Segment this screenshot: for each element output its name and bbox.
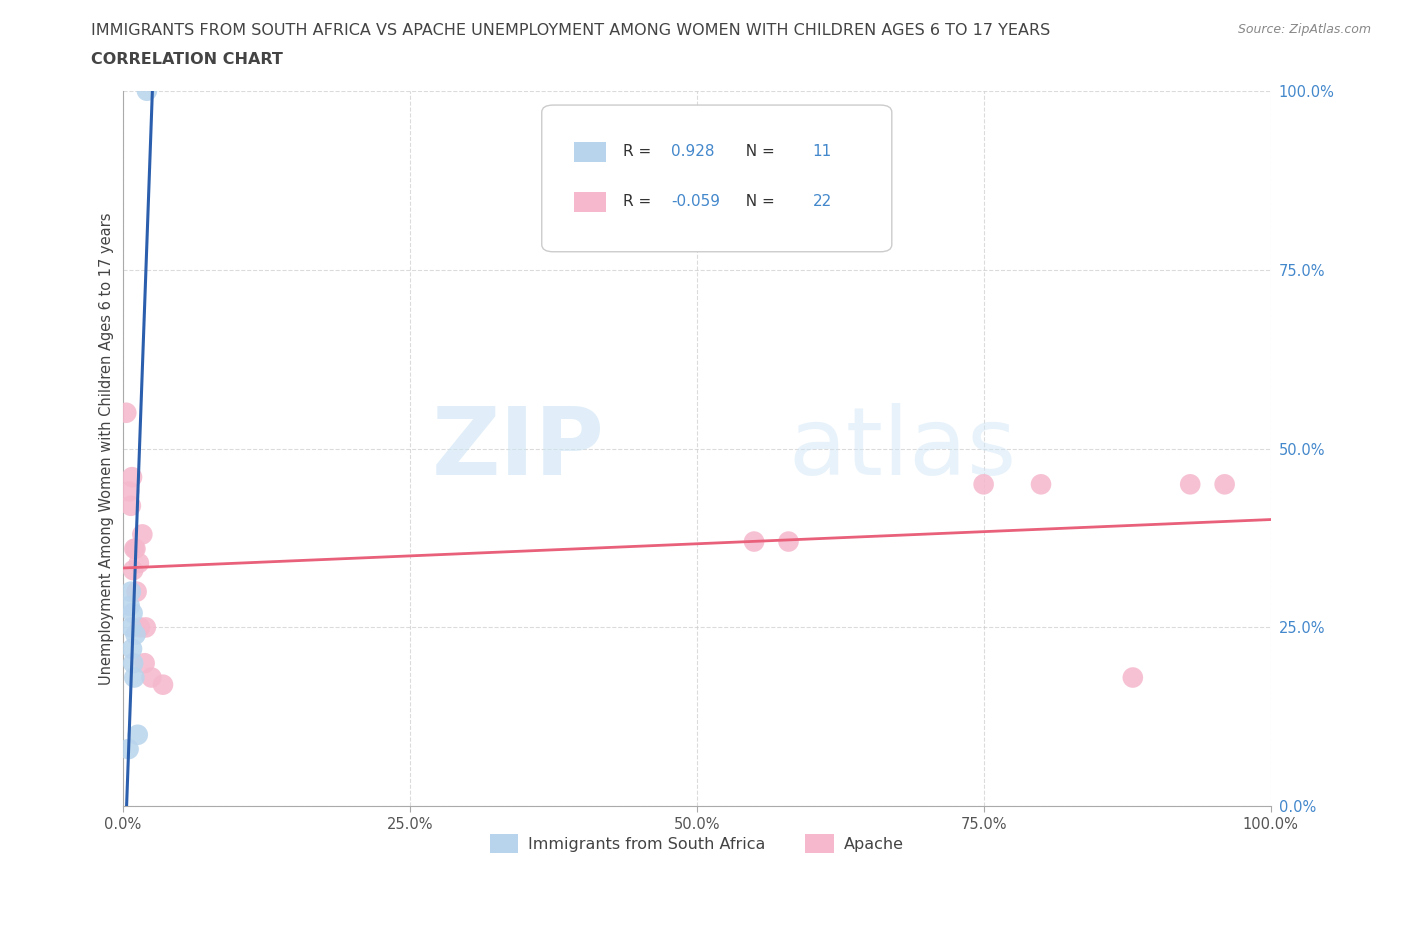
Point — [115, 405, 138, 420]
Point — [124, 671, 146, 685]
Point — [742, 534, 765, 549]
Text: IMMIGRANTS FROM SOUTH AFRICA VS APACHE UNEMPLOYMENT AMONG WOMEN WITH CHILDREN AG: IMMIGRANTS FROM SOUTH AFRICA VS APACHE U… — [91, 23, 1050, 38]
Text: atlas: atlas — [789, 403, 1017, 495]
Point — [134, 656, 156, 671]
Point — [778, 534, 800, 549]
Text: R =: R = — [623, 194, 657, 209]
Text: 11: 11 — [813, 144, 832, 159]
Point — [121, 470, 143, 485]
FancyBboxPatch shape — [541, 105, 891, 252]
Point — [1180, 477, 1202, 492]
Text: 0.928: 0.928 — [672, 144, 714, 159]
Point — [129, 620, 152, 635]
FancyBboxPatch shape — [574, 192, 606, 212]
Point — [117, 741, 139, 756]
Point — [120, 498, 142, 513]
Point — [121, 605, 143, 620]
Point — [120, 584, 142, 599]
Point — [120, 620, 142, 635]
Point — [124, 627, 146, 642]
FancyBboxPatch shape — [574, 141, 606, 162]
Point — [124, 541, 146, 556]
Point — [1122, 671, 1144, 685]
Point — [136, 84, 159, 99]
Text: CORRELATION CHART: CORRELATION CHART — [91, 52, 283, 67]
Point — [121, 642, 143, 657]
Point — [124, 541, 146, 556]
Point — [125, 584, 148, 599]
Point — [1213, 477, 1236, 492]
Text: Source: ZipAtlas.com: Source: ZipAtlas.com — [1237, 23, 1371, 36]
Point — [122, 563, 145, 578]
Point — [118, 484, 141, 498]
Point — [122, 656, 145, 671]
Legend: Immigrants from South Africa, Apache: Immigrants from South Africa, Apache — [484, 828, 910, 859]
Point — [127, 727, 149, 742]
Y-axis label: Unemployment Among Women with Children Ages 6 to 17 years: Unemployment Among Women with Children A… — [100, 212, 114, 684]
Text: ZIP: ZIP — [432, 403, 605, 495]
Point — [152, 677, 174, 692]
Point — [973, 477, 995, 492]
Point — [135, 620, 157, 635]
Text: R =: R = — [623, 144, 657, 159]
Text: N =: N = — [735, 194, 779, 209]
Point — [141, 671, 163, 685]
Point — [128, 555, 150, 570]
Point — [131, 527, 153, 542]
Text: 22: 22 — [813, 194, 832, 209]
Text: N =: N = — [735, 144, 779, 159]
Text: -0.059: -0.059 — [672, 194, 720, 209]
Point — [1029, 477, 1052, 492]
Point — [118, 599, 141, 614]
